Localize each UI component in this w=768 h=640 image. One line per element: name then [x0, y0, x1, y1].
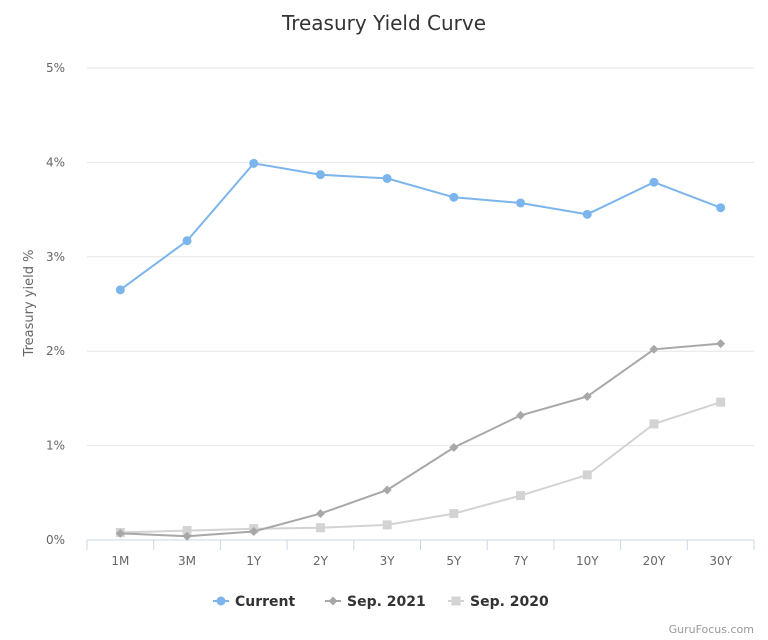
x-tick-label: 10Y	[576, 554, 599, 568]
data-point	[249, 527, 259, 537]
x-axis: 1M 3M 1Y 2Y 3Y 5Y 7Y 10Y 20Y 30Y	[86, 539, 755, 568]
data-point	[382, 520, 392, 530]
series-line	[120, 401, 721, 534]
legend-item-sep-2020[interactable]: Sep. 2020	[448, 594, 549, 610]
x-tick-label: 2Y	[313, 554, 329, 568]
x-tick-label: 7Y	[513, 554, 529, 568]
series-current	[115, 158, 726, 295]
data-point	[716, 203, 726, 213]
data-point	[716, 397, 726, 407]
y-tick-label: 2%	[46, 344, 65, 358]
series-line	[119, 162, 721, 291]
legend-item-sep-2021[interactable]: Sep. 2021	[325, 594, 426, 610]
credit-text[interactable]: GuruFocus.com	[669, 623, 754, 636]
legend-marker	[328, 596, 338, 606]
data-point	[115, 285, 125, 295]
x-tick-label: 3Y	[380, 554, 396, 568]
data-point	[182, 236, 192, 246]
legend-item-current[interactable]: Current	[213, 594, 296, 610]
data-point	[315, 523, 325, 533]
data-point	[382, 173, 392, 183]
grid-lines: 0% 1% 2% 3% 4% 5%	[46, 61, 754, 547]
data-point	[115, 528, 125, 538]
data-point	[649, 344, 659, 354]
data-point	[182, 526, 192, 536]
data-point	[182, 531, 192, 541]
x-tick-label: 1M	[111, 554, 129, 568]
chart-title: Treasury Yield Curve	[281, 11, 486, 35]
x-tick-label: 3M	[178, 554, 196, 568]
y-tick-label: 3%	[46, 250, 65, 264]
data-point	[582, 470, 592, 480]
y-tick-label: 5%	[46, 61, 65, 75]
data-point	[649, 177, 659, 187]
data-point	[315, 509, 325, 519]
data-point	[649, 419, 659, 429]
series-sep-2021	[115, 339, 726, 541]
data-point	[516, 491, 526, 501]
data-point	[449, 442, 459, 452]
data-point	[716, 339, 726, 349]
data-point	[582, 392, 592, 402]
data-point	[249, 158, 259, 168]
y-axis-label: Treasury yield %	[22, 250, 37, 358]
series-layer	[115, 158, 726, 541]
legend-label: Sep. 2020	[470, 594, 549, 610]
legend[interactable]: Current Sep. 2021 Sep. 2020	[213, 594, 549, 610]
data-point	[582, 209, 592, 219]
data-point	[516, 198, 526, 208]
data-point	[516, 410, 526, 420]
x-tick-label: 20Y	[643, 554, 666, 568]
y-tick-label: 1%	[46, 439, 65, 453]
x-tick-label: 1Y	[246, 554, 262, 568]
series-sep-2020	[115, 397, 726, 537]
legend-label: Current	[235, 594, 296, 610]
data-point	[382, 485, 392, 495]
data-point	[449, 192, 459, 202]
data-point	[315, 170, 325, 180]
data-point	[449, 509, 459, 519]
legend-marker	[451, 596, 461, 606]
series-line	[120, 342, 721, 538]
x-tick-label: 30Y	[709, 554, 732, 568]
legend-label: Sep. 2021	[347, 594, 426, 610]
y-tick-label: 4%	[46, 155, 65, 169]
legend-marker	[216, 596, 226, 606]
y-tick-label: 0%	[46, 533, 65, 547]
x-tick-label: 5Y	[446, 554, 462, 568]
